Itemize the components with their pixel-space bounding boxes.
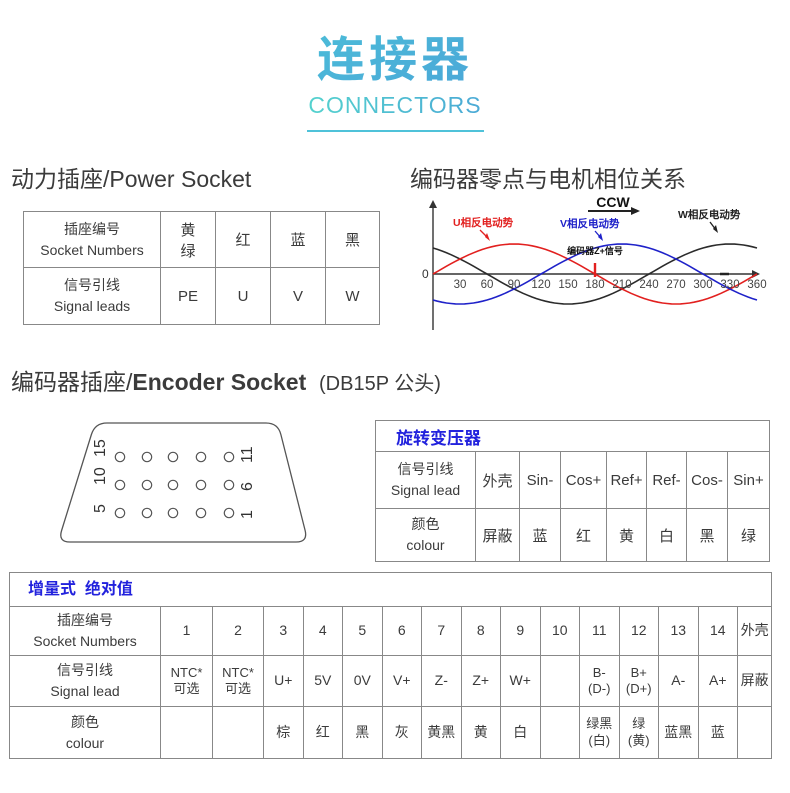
svg-text:360: 360 (747, 279, 766, 291)
svg-text:240: 240 (639, 279, 658, 291)
svg-text:V相反电动势: V相反电动势 (560, 217, 620, 230)
svg-text:10: 10 (92, 467, 109, 485)
svg-text:180: 180 (585, 279, 604, 291)
svg-text:270: 270 (666, 279, 685, 291)
svg-text:0: 0 (422, 267, 429, 281)
svg-text:30: 30 (454, 279, 467, 291)
svg-text:11: 11 (239, 446, 256, 463)
svg-text:60: 60 (481, 279, 494, 291)
svg-text:6: 6 (239, 482, 256, 491)
svg-text:U相反电动势: U相反电动势 (453, 216, 514, 229)
svg-text:5: 5 (92, 504, 109, 513)
svg-text:编码器Z+信号: 编码器Z+信号 (567, 245, 623, 256)
svg-text:1: 1 (239, 510, 256, 519)
svg-text:210: 210 (612, 279, 631, 291)
svg-text:330: 330 (720, 279, 739, 291)
svg-text:150: 150 (558, 279, 577, 291)
svg-text:W相反电动势: W相反电动势 (678, 208, 741, 221)
svg-text:300: 300 (693, 279, 712, 291)
svg-text:90: 90 (508, 279, 521, 291)
svg-text:120: 120 (531, 279, 550, 291)
svg-text:CCW: CCW (596, 194, 630, 210)
svg-text:15: 15 (92, 439, 109, 457)
